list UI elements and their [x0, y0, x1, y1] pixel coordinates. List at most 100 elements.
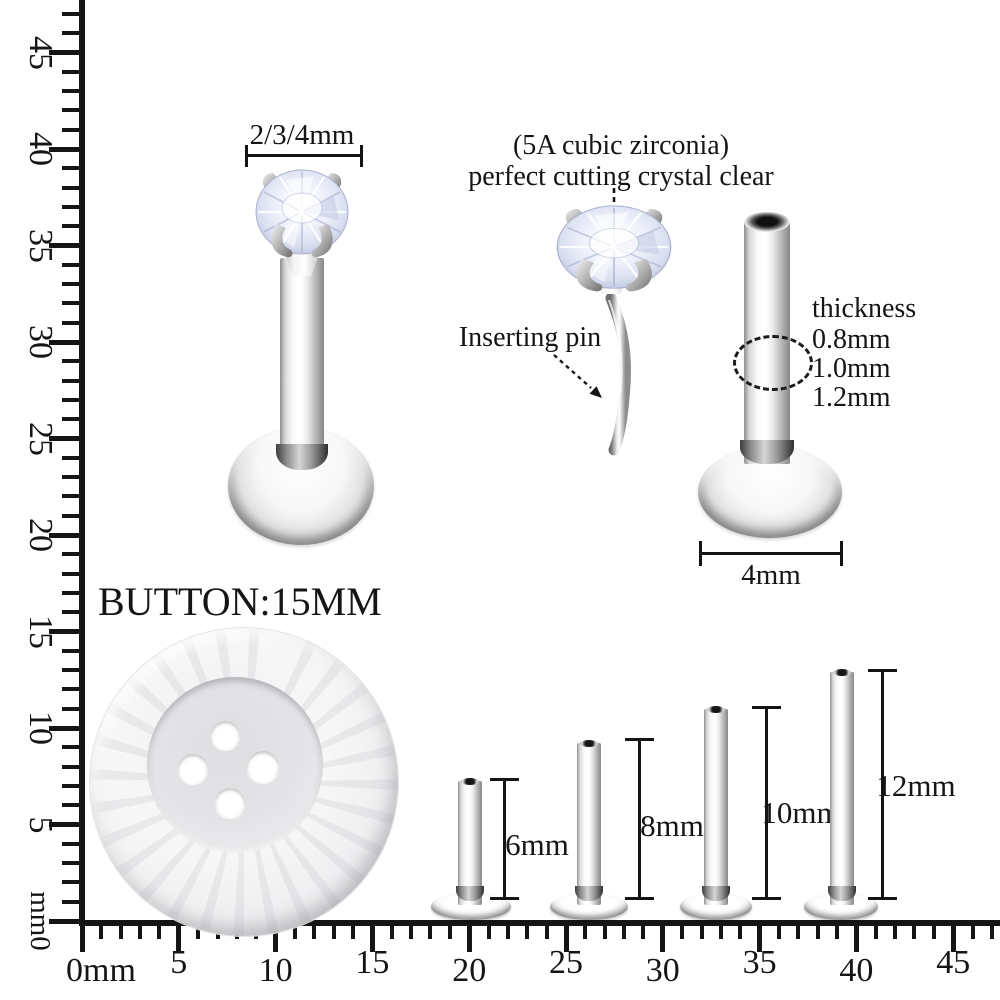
left-ruler-label: 30: [22, 325, 59, 359]
ruler-tick: [738, 926, 743, 939]
post-opening: [580, 740, 598, 747]
ruler-tick: [62, 475, 79, 480]
dimension-cap: [245, 145, 248, 167]
post-opening: [707, 706, 725, 713]
left-ruler-label: 25: [22, 421, 59, 456]
ruler-tick: [62, 648, 79, 653]
button-recess: [147, 677, 323, 853]
ruler-tick: [62, 262, 79, 267]
post-opening: [461, 778, 479, 785]
ruler-tick: [525, 926, 530, 939]
bottom-ruler-label: 10: [258, 952, 293, 989]
ruler-tick: [49, 918, 79, 924]
ruler-tick: [196, 926, 201, 939]
ruler-tick: [62, 127, 79, 132]
cubic-zirconia-gem: [555, 204, 673, 293]
ruler-tick: [505, 926, 510, 939]
zirconia-note-line1: (5A cubic zirconia): [512, 130, 730, 161]
ruler-tick: [79, 926, 85, 952]
left-ruler-label: 40: [22, 132, 59, 166]
ruler-tick: [62, 282, 79, 287]
ruler-tick: [138, 926, 143, 939]
ruler-tick: [118, 926, 123, 939]
ruler-tick: [62, 494, 79, 499]
ruler-tick: [62, 455, 79, 460]
dimension-line: [638, 740, 641, 900]
post-collar: [740, 440, 794, 464]
gem-width-label: 2/3/4mm: [249, 119, 355, 151]
cubic-zirconia-gem: [254, 168, 350, 259]
ruler-tick: [989, 926, 994, 939]
dimension-cap: [490, 778, 519, 781]
ruler-tick: [912, 926, 917, 939]
ruler-tick: [428, 926, 433, 939]
ruler-tick: [62, 320, 79, 325]
labret-post: [704, 709, 728, 905]
dimension-cap: [752, 706, 781, 709]
left-ruler-label: 20: [22, 518, 59, 552]
thickness-option: 0.8mm: [812, 324, 891, 355]
ruler-tick: [466, 926, 472, 952]
labret-post: [577, 743, 601, 905]
dimension-line: [765, 708, 768, 900]
dimension-cap: [840, 541, 843, 566]
dimension-cap: [699, 541, 702, 566]
ruler-tick: [62, 204, 79, 209]
length-label: 12mm: [876, 768, 956, 803]
ruler-tick: [563, 926, 569, 952]
ruler-tick: [62, 397, 79, 402]
ruler-tick: [62, 668, 79, 673]
button-hole: [215, 788, 245, 818]
dimension-line: [503, 780, 506, 900]
left-ruler-line: [79, 0, 85, 926]
thickness-marker-circle: [733, 335, 813, 391]
ruler-tick: [312, 926, 317, 939]
ruler-tick: [447, 926, 452, 939]
thickness-title: thickness: [812, 293, 917, 324]
left-ruler-label: 10: [22, 711, 59, 745]
ruler-tick: [49, 50, 79, 55]
bottom-ruler-line: [79, 920, 1000, 926]
ruler-tick: [62, 166, 79, 171]
post-collar: [702, 886, 730, 901]
length-label: 8mm: [640, 808, 704, 843]
post-collar: [575, 886, 603, 901]
ruler-tick: [486, 926, 491, 939]
bottom-ruler-label: 45: [936, 944, 971, 981]
ruler-tick: [62, 899, 79, 904]
dimension-cap: [868, 669, 897, 672]
ruler-tick: [815, 926, 820, 939]
ruler-tick: [389, 926, 394, 939]
ruler-tick: [62, 108, 79, 113]
ruler-tick: [351, 926, 356, 939]
ruler-tick: [583, 926, 588, 939]
thickness-option: 1.2mm: [812, 382, 891, 413]
ruler-tick: [62, 359, 79, 364]
bottom-ruler-label: 20: [452, 952, 487, 989]
inserting-pin: [605, 292, 631, 456]
left-ruler-label: mm0: [24, 891, 56, 951]
button-hole: [211, 721, 240, 750]
labret-post: [458, 781, 482, 905]
ruler-tick: [62, 224, 79, 229]
bottom-ruler-label: 15: [355, 944, 390, 981]
button-hole: [247, 751, 279, 783]
ruler-tick: [62, 378, 79, 383]
ruler-tick: [49, 146, 79, 152]
left-ruler-label: 5: [22, 816, 59, 833]
bottom-ruler-label: 0mm: [66, 952, 136, 989]
ruler-tick: [49, 436, 79, 441]
ruler-tick: [622, 926, 627, 939]
ruler-tick: [680, 926, 685, 939]
ruler-tick: [602, 926, 607, 939]
bottom-ruler-label: 5: [170, 944, 188, 981]
ruler-tick: [544, 926, 549, 939]
ruler-tick: [970, 926, 975, 939]
ruler-tick: [62, 185, 79, 190]
ruler-tick: [273, 926, 279, 952]
labret-post: [830, 672, 854, 905]
bottom-ruler-label: 35: [742, 944, 777, 981]
dimension-line: [881, 671, 884, 900]
ruler-tick: [62, 783, 79, 788]
